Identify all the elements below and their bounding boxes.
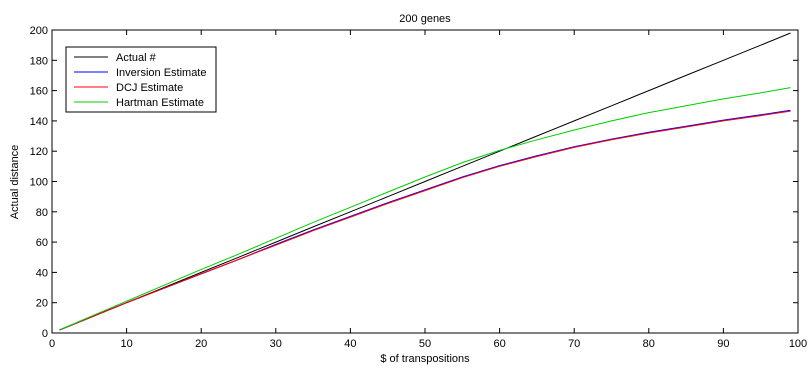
legend-label: Actual # [116, 52, 157, 64]
x-tick-label: 30 [270, 338, 282, 350]
y-tick-label: 0 [42, 328, 48, 340]
series-line-hartman-estimate [59, 87, 791, 331]
series-line-dcj-estimate [59, 110, 791, 331]
y-tick-label: 40 [36, 267, 48, 279]
axis-ticks: 0 10 20 30 40 50 60 70 80 90 100 0 20 40 60 80 100 120 140… [30, 25, 808, 350]
x-tick-label: 100 [789, 338, 807, 350]
x-tick-label: 10 [120, 338, 132, 350]
y-axis-label: Actual distance [9, 145, 21, 220]
x-tick-label: 0 [49, 338, 55, 350]
x-tick-label: 20 [195, 338, 207, 350]
y-tick-label: 160 [30, 86, 48, 98]
chart-title: 200 genes [399, 13, 451, 25]
y-tick-label: 140 [30, 116, 48, 128]
y-tick-label: 80 [36, 207, 48, 219]
y-tick-label: 200 [30, 25, 48, 37]
series-line-actual [59, 32, 791, 331]
x-tick-label: 50 [419, 338, 431, 350]
y-tick-label: 60 [36, 237, 48, 249]
legend-label: Hartman Estimate [116, 97, 204, 109]
x-tick-label: 70 [568, 338, 580, 350]
y-tick-label: 180 [30, 55, 48, 67]
y-tick-label: 20 [36, 298, 48, 310]
x-tick-label: 90 [717, 338, 729, 350]
x-axis-label: $ of transpositions [380, 353, 470, 365]
y-tick-label: 120 [30, 146, 48, 158]
x-tick-label: 40 [344, 338, 356, 350]
x-tick-label: 80 [643, 338, 655, 350]
legend-label: DCJ Estimate [116, 82, 183, 94]
legend-box [65, 46, 217, 113]
y-tick-label: 100 [30, 177, 48, 189]
legend: Actual # Inversion Estimate DCJ Estimate Ha… [65, 46, 217, 113]
series-lines [59, 32, 791, 331]
x-tick-label: 60 [493, 338, 505, 350]
legend-label: Inversion Estimate [116, 67, 206, 79]
